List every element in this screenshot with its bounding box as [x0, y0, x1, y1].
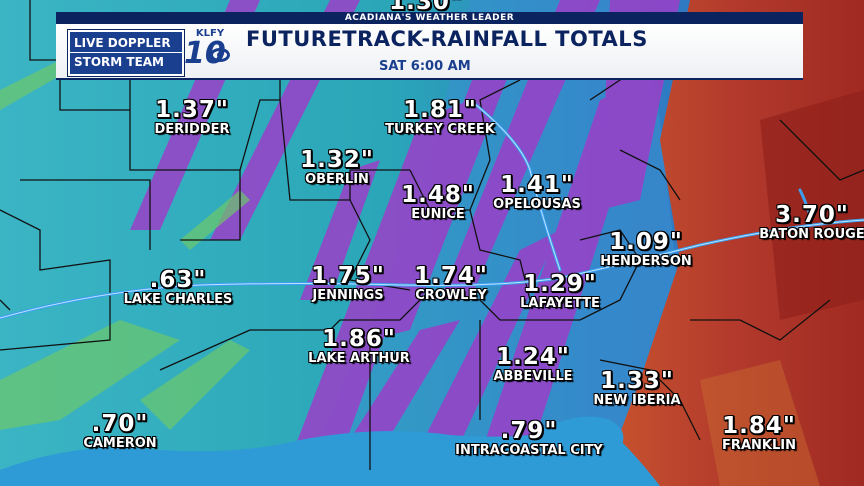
logo-line-1: LIVE DOPPLER — [74, 36, 171, 50]
city-name: EUNICE — [411, 207, 465, 222]
location-label-lake-arthur: 1.86" LAKE ARTHUR — [308, 327, 410, 367]
location-label-new-iberia: 1.33" NEW IBERIA — [593, 369, 680, 409]
rain-amount: 1.84" — [722, 413, 796, 439]
rain-amount: 3.70" — [775, 202, 849, 228]
tagline-strip: ACADIANA'S WEATHER LEADER — [56, 12, 803, 24]
tagline: ACADIANA'S WEATHER LEADER — [344, 13, 515, 23]
city-name: HENDERSON — [600, 254, 692, 269]
city-name: LAKE ARTHUR — [308, 351, 410, 366]
header-banner: ACADIANA'S WEATHER LEADER LIVE DOPPLER S… — [56, 12, 803, 80]
rain-amount: 1.24" — [496, 344, 570, 370]
graphic-time: SAT 6:00 AM — [379, 59, 471, 74]
logo-line-2: STORM TEAM — [74, 55, 164, 69]
rain-amount: 1.30" — [389, 0, 463, 15]
city-name: NEW IBERIA — [593, 393, 681, 408]
city-name: BATON ROUGE — [759, 227, 864, 242]
location-label-lafayette: 1.29" LAFAYETTE — [520, 272, 600, 312]
location-label-turkey-creek: 1.81" TURKEY CREEK — [385, 98, 495, 138]
rain-amount: 1.37" — [155, 97, 229, 123]
location-label-abbeville: 1.24" ABBEVILLE — [493, 345, 572, 385]
rain-amount: 1.32" — [300, 147, 374, 173]
city-name: TURKEY CREEK — [385, 122, 495, 137]
location-label-opelousas: 1.41" OPELOUSAS — [493, 173, 581, 213]
gulf-water — [0, 426, 660, 486]
rain-amount: 1.81" — [403, 97, 477, 123]
rain-amount: 1.75" — [311, 263, 385, 289]
rain-amount: 1.41" — [500, 172, 574, 198]
city-name: FRANKLIN — [722, 438, 796, 453]
light-green-bands — [0, 60, 250, 430]
city-name: LAFAYETTE — [520, 296, 600, 311]
location-label-cameron: .70" CAMERON — [83, 412, 156, 452]
location-label-baton-rouge: 3.70" BATON ROUGE — [759, 203, 864, 243]
rain-amount: 1.86" — [322, 326, 396, 352]
city-name: OPELOUSAS — [493, 197, 581, 212]
graphic-title: FUTURETRACK-RAINFALL TOTALS — [246, 27, 648, 51]
location-label-jennings: 1.75" JENNINGS — [311, 264, 385, 304]
cbs-eye-icon — [210, 48, 230, 62]
city-name: DERIDDER — [154, 122, 230, 137]
location-label-franklin: 1.84" FRANKLIN — [722, 414, 796, 454]
city-name: LAKE CHARLES — [123, 292, 233, 307]
top-cut-label: 1.30" — [389, 0, 463, 14]
city-name: CAMERON — [83, 436, 157, 451]
rain-amount: .63" — [149, 267, 207, 293]
city-name: INTRACOASTAL CITY — [455, 443, 603, 458]
station-call-letters: KLFY — [195, 28, 225, 39]
location-label-henderson: 1.09" HENDERSON — [600, 230, 692, 270]
rain-amount: 1.09" — [609, 229, 683, 255]
location-label-eunice: 1.48" EUNICE — [401, 183, 475, 223]
city-name: ABBEVILLE — [493, 369, 573, 384]
location-label-crowley: 1.74" CROWLEY — [414, 264, 488, 304]
rain-amount: 1.48" — [401, 182, 475, 208]
rain-amount: 1.74" — [414, 263, 488, 289]
location-label-intracoastal-city: .79" INTRACOASTAL CITY — [455, 419, 603, 459]
city-name: CROWLEY — [415, 288, 487, 303]
rain-amount: 1.33" — [600, 368, 674, 394]
city-name: JENNINGS — [312, 288, 384, 303]
rain-amount: .79" — [500, 418, 558, 444]
location-label-oberlin: 1.32" OBERLIN — [300, 148, 374, 188]
location-label-lake-charles: .63" LAKE CHARLES — [124, 268, 233, 308]
rain-amount: 1.29" — [523, 271, 597, 297]
station-logo: KLFY 10 — [182, 28, 238, 74]
city-name: OBERLIN — [305, 172, 369, 187]
location-label-deridder: 1.37" DERIDDER — [155, 98, 230, 138]
rain-amount: .70" — [91, 411, 149, 437]
storm-team-logo: LIVE DOPPLER STORM TEAM — [68, 30, 184, 76]
